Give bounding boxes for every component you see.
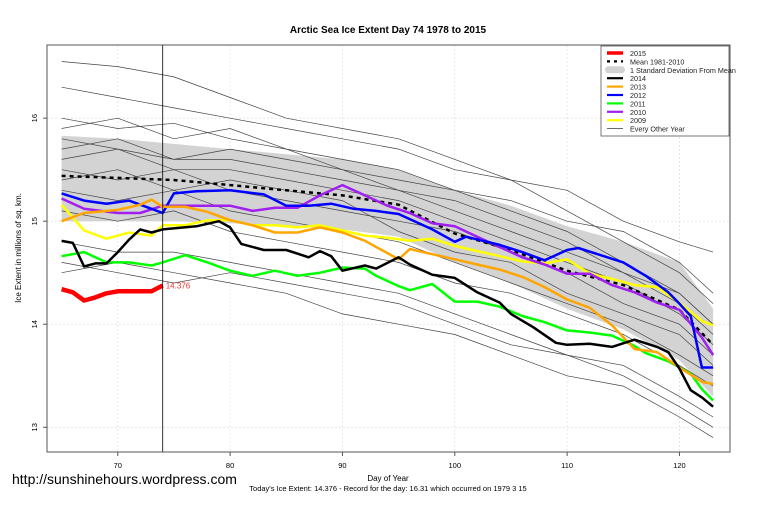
legend-label: 2009: [630, 116, 646, 125]
other-year-line: [61, 210, 714, 387]
legend-label: Mean 1981-2010: [630, 57, 684, 66]
y-axis-label: Ice Extent in millions of sq. km.: [14, 193, 23, 303]
legend-label: 2015: [630, 49, 646, 58]
x-tick-label: 90: [338, 461, 346, 470]
other-year-line: [61, 117, 714, 294]
legend-label: 1 Standard Deviation From Mean: [630, 66, 736, 75]
y-tick-label: 15: [30, 217, 39, 225]
legend-label: Every Other Year: [630, 125, 685, 134]
legend-label: 2012: [630, 91, 646, 100]
x-tick-label: 110: [561, 461, 573, 470]
x-tick-label: 120: [673, 461, 686, 470]
legend-item: 1 Standard Deviation From Mean: [605, 66, 736, 75]
watermark-url: http://sunshinehours.wordpress.com: [12, 471, 237, 487]
legend-label: 2014: [630, 74, 646, 83]
other-year-line: [61, 138, 714, 325]
legend-item: Mean 1981-2010: [607, 57, 684, 66]
footer-text: Today's Ice Extent: 14.376 - Record for …: [249, 484, 526, 493]
legend-item: 2010: [607, 108, 646, 117]
y-tick-label: 16: [30, 114, 39, 122]
legend-item: 2013: [607, 83, 646, 92]
other-year-line: [61, 86, 714, 304]
y-tick-label: 13: [30, 423, 39, 431]
chart-title: Arctic Sea Ice Extent Day 74 1978 to 201…: [290, 25, 487, 36]
legend-swatch: [605, 66, 625, 74]
std-dev-band: [61, 135, 714, 397]
other-year-line: [61, 262, 714, 428]
x-tick-label: 80: [226, 461, 234, 470]
other-year-line: [61, 169, 714, 356]
mean-line: [61, 174, 715, 346]
y-tick-label: 14: [30, 320, 39, 328]
legend-item: 2015: [607, 49, 646, 58]
x-tick-label: 70: [114, 461, 122, 470]
legend-item: 2014: [607, 74, 646, 83]
x-tick-label: 100: [449, 461, 462, 470]
legend-item: 2012: [607, 91, 646, 100]
legend-label: 2013: [630, 83, 646, 92]
legend-label: 2011: [630, 99, 645, 108]
other-year-line: [61, 262, 714, 438]
current-value-label: 14.376: [166, 281, 191, 290]
series-line-2014: [61, 219, 714, 408]
legend-item: 2011: [607, 99, 645, 108]
other-year-line: [61, 61, 714, 253]
legend-label: 2010: [630, 108, 646, 117]
series-line-2015: [60, 283, 164, 303]
legend-item: 2009: [607, 116, 646, 125]
other-year-line: [61, 189, 714, 377]
series-line-2013: [61, 198, 714, 386]
other-year-line: [61, 241, 714, 418]
x-axis-label: Day of Year: [367, 474, 409, 483]
legend-item: Every Other Year: [607, 125, 685, 134]
plot-border: [46, 44, 731, 453]
